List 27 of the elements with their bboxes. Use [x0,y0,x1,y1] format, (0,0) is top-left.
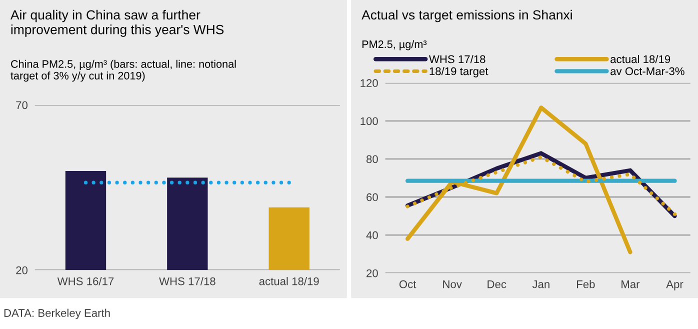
y-tick-label: 70 [16,101,28,110]
x-tick-label: Dec [488,280,506,288]
y-tick-label: 20 [16,266,28,274]
y-axis-title: PM2.5, µg/m³ [362,40,427,50]
chart-title: Actual vs target emissions in Shanxi [362,10,572,22]
legend-label: actual 18/19 [610,54,670,64]
y-tick-label: 100 [360,117,378,126]
legend-label: WHS 17/18 [428,54,486,64]
x-tick-label: Jan [532,280,550,288]
legend-label: av Oct-Mar-3% [610,67,684,76]
y-tick-label: 120 [360,79,378,88]
x-tick-label: Feb [577,280,595,288]
x-tick-label: WHS 16/17 [57,277,114,286]
x-tick-label: Oct [399,280,416,288]
x-tick-label: actual 18/19 [259,277,319,286]
x-tick-label: WHS 17/18 [159,277,216,286]
y-axis-title: China PM2.5, µg/m³ (bars: actual, line: notional target of 3% y/y cut in 2019) [10,60,236,82]
y-tick-label: 40 [366,231,378,240]
chart-title: Air quality in China saw a further improvement during this year's WHS [10,10,224,37]
legend-label: 18/19 target [430,66,488,78]
text: DATA: Berkeley Earth [4,308,110,320]
x-tick-label: Nov [443,280,462,288]
x-tick-label: Apr [666,280,684,290]
y-tick-label: 60 [366,193,378,202]
x-tick-label: Mar [622,280,640,288]
y-tick-label: 80 [366,155,378,164]
y-tick-label: 20 [366,269,378,278]
